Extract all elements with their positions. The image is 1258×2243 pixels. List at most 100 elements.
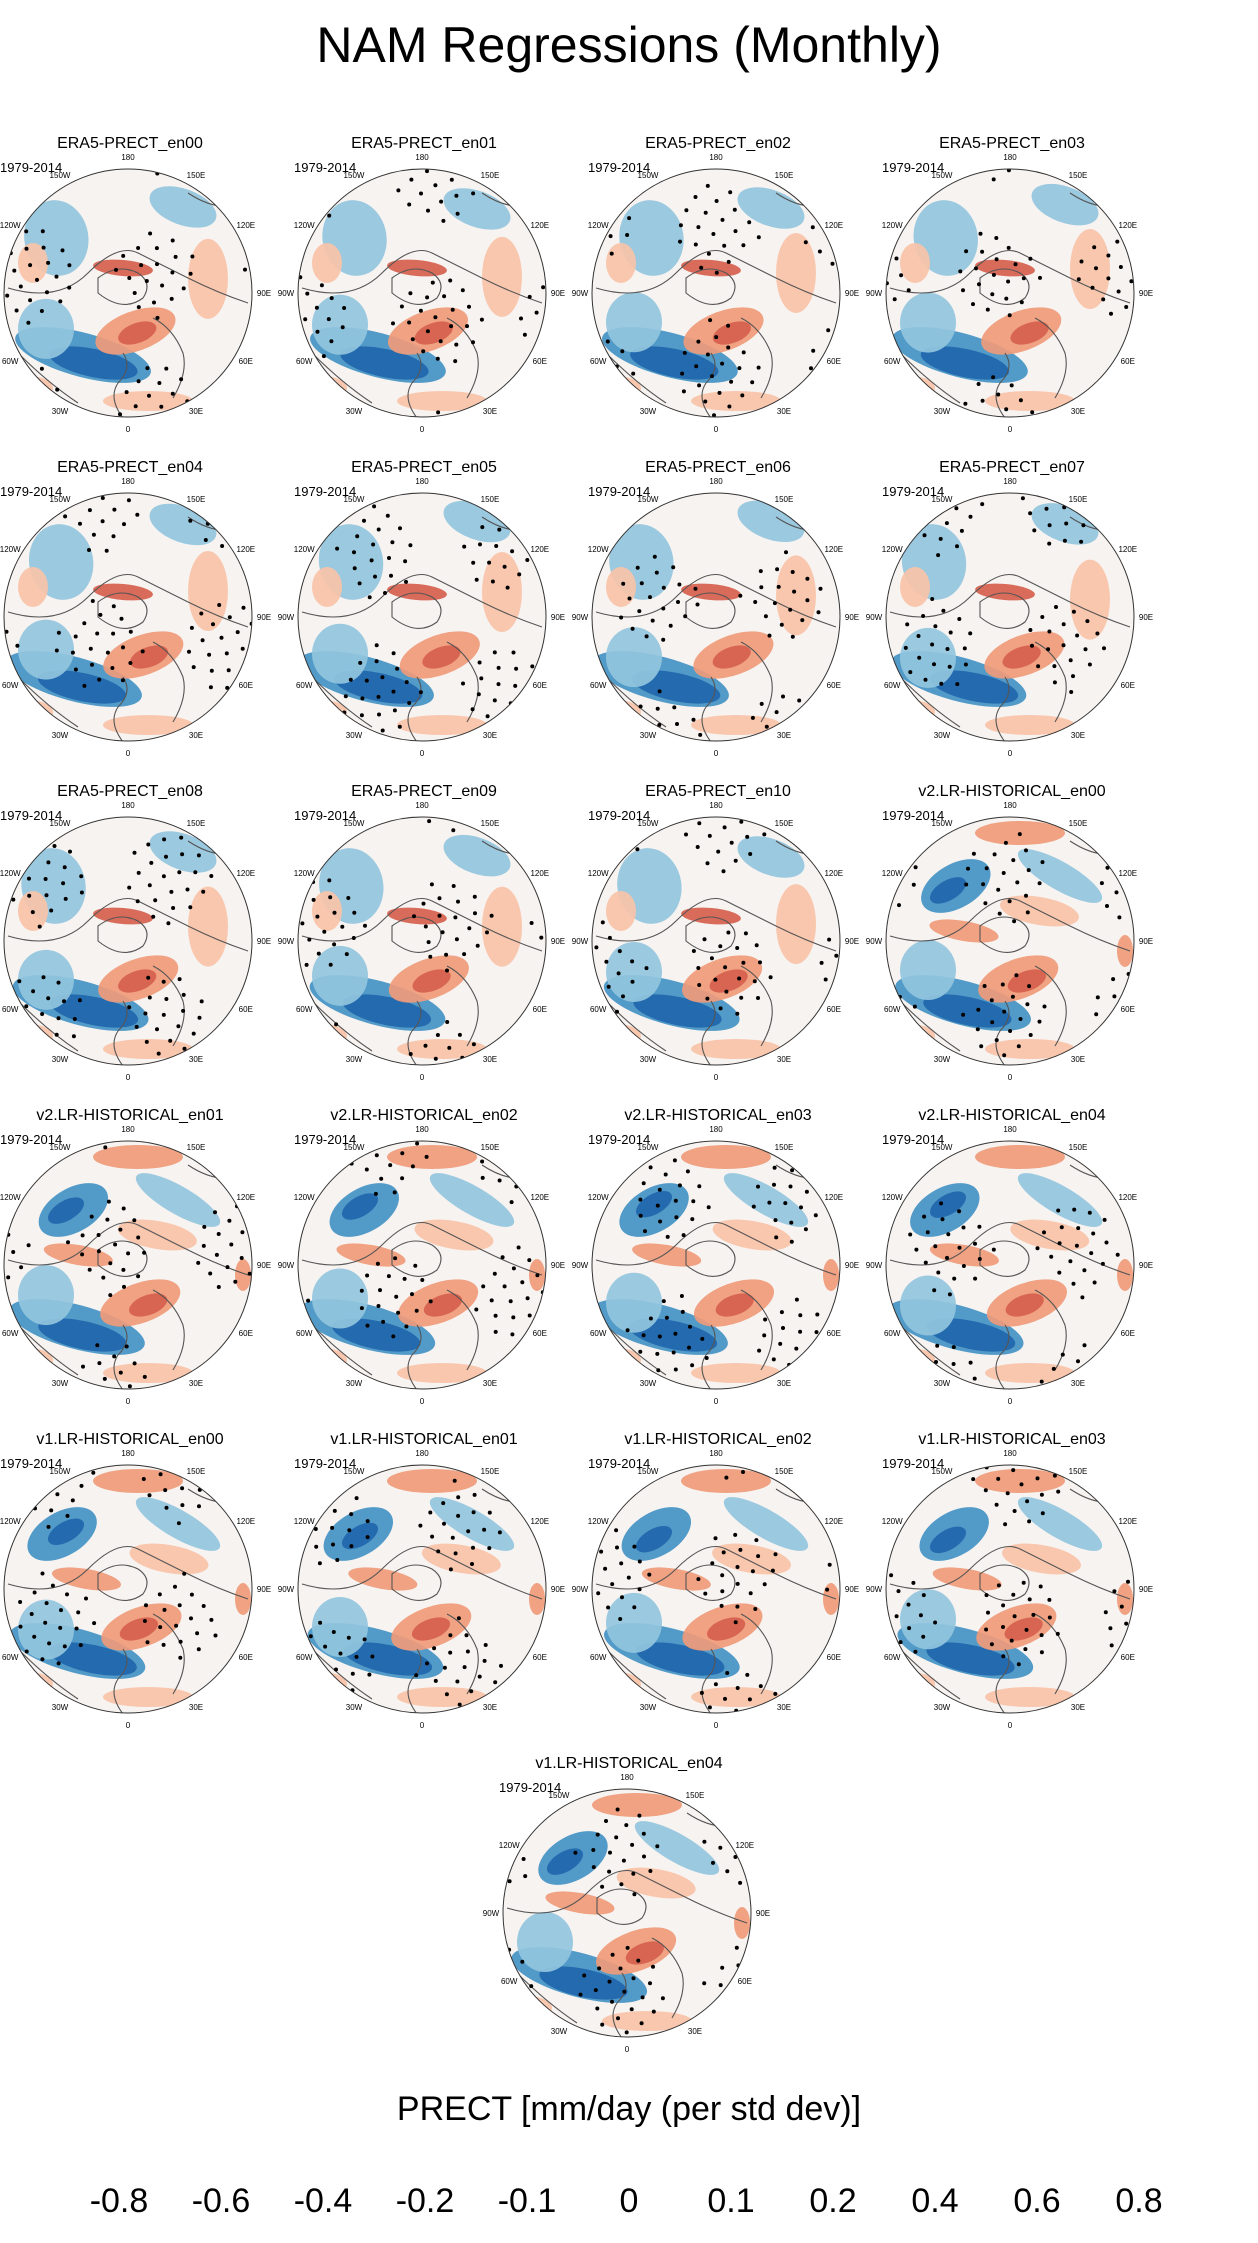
map-field	[298, 169, 546, 417]
map-border	[591, 1140, 841, 1390]
colorbar-title: PRECT [mm/day (per std dev)]	[396, 2090, 862, 2128]
longitude-label: 180	[415, 1125, 429, 1134]
longitude-label: 0	[420, 425, 425, 434]
map-panel: ERA5-PRECT_en01 1979-2014 180 150E 120E 90E 60…	[278, 135, 584, 434]
longitude-label: 30E	[777, 1703, 791, 1712]
longitude-label: 150E	[481, 171, 500, 180]
map-field	[592, 1141, 840, 1389]
stipple-dots	[6, 1145, 252, 1389]
longitude-label: 120W	[882, 221, 903, 230]
panel-title: ERA5-PRECT_en08	[57, 783, 203, 800]
colorbar-tick-label: -0.2	[395, 2182, 455, 2220]
map-border	[297, 816, 547, 1066]
longitude-label: 120E	[530, 1517, 549, 1526]
colorbar-tick-label: -0.1	[497, 2182, 557, 2220]
longitude-label: 120E	[530, 545, 549, 554]
map-panel: ERA5-PRECT_en10 1979-2014 180 150E 120E 90E 60…	[572, 783, 878, 1082]
longitude-label: 0	[126, 1721, 131, 1730]
longitude-label: 30E	[777, 731, 791, 740]
figure-title: NAM Regressions (Monthly)	[316, 17, 942, 73]
longitude-label: 150W	[50, 1143, 71, 1152]
longitude-label: 150E	[481, 819, 500, 828]
longitude-label: 150W	[638, 495, 659, 504]
longitude-label: 180	[415, 1449, 429, 1458]
longitude-label: 90E	[551, 613, 565, 622]
map-field	[592, 493, 840, 741]
longitude-label: 90W	[572, 1261, 589, 1270]
longitude-label: 30W	[346, 1379, 363, 1388]
longitude-label: 0	[126, 749, 131, 758]
panel-title: ERA5-PRECT_en10	[645, 783, 791, 800]
stipple-dots	[5, 171, 247, 417]
longitude-label: 180	[415, 477, 429, 486]
panel-title: v1.LR-HISTORICAL_en04	[535, 1755, 723, 1772]
longitude-label: 90W	[866, 613, 883, 622]
longitude-label: 0	[714, 1721, 719, 1730]
longitude-label: 30W	[640, 1379, 657, 1388]
longitude-label: 0	[126, 1073, 131, 1082]
map-field	[592, 169, 840, 417]
stipple-dots	[594, 819, 839, 1016]
stipple-dots	[4, 496, 252, 690]
longitude-label: 90E	[551, 937, 565, 946]
map-field	[886, 169, 1134, 417]
longitude-label: 150W	[932, 495, 953, 504]
longitude-label: 120W	[882, 1193, 903, 1202]
longitude-label: 120W	[0, 1517, 21, 1526]
longitude-label: 120E	[236, 545, 255, 554]
longitude-label: 150W	[932, 1143, 953, 1152]
panel-title: ERA5-PRECT_en06	[645, 459, 791, 476]
longitude-label: 90W	[278, 937, 295, 946]
longitude-label: 0	[420, 1721, 425, 1730]
longitude-label: 90W	[278, 1585, 295, 1594]
panel-period: 1979-2014	[588, 1456, 651, 1471]
map-border	[3, 816, 253, 1066]
map-border	[591, 1464, 841, 1714]
longitude-label: 0	[1008, 1397, 1013, 1406]
longitude-label: 0	[1008, 1721, 1013, 1730]
longitude-label: 180	[121, 153, 135, 162]
longitude-label: 60E	[1121, 1005, 1135, 1014]
longitude-label: 30E	[483, 1703, 497, 1712]
panel-title: v2.LR-HISTORICAL_en02	[330, 1107, 518, 1124]
stipple-dots	[18, 1470, 218, 1666]
longitude-label: 60E	[533, 1329, 547, 1338]
panel-period: 1979-2014	[882, 1132, 945, 1147]
panel-period: 1979-2014	[0, 1132, 63, 1147]
longitude-label: 90E	[257, 289, 271, 298]
panel-period: 1979-2014	[882, 160, 945, 175]
longitude-label: 0	[420, 1073, 425, 1082]
stipple-dots	[619, 550, 823, 737]
longitude-label: 150E	[481, 495, 500, 504]
longitude-label: 60W	[2, 1005, 19, 1014]
longitude-label: 150W	[638, 819, 659, 828]
panel-period: 1979-2014	[499, 1780, 562, 1795]
panel-period: 1979-2014	[0, 1456, 63, 1471]
longitude-label: 90E	[845, 1261, 859, 1270]
longitude-label: 180	[709, 801, 723, 810]
longitude-label: 150E	[481, 1143, 500, 1152]
longitude-label: 30W	[551, 2027, 568, 2036]
longitude-label: 120E	[824, 1517, 843, 1526]
longitude-label: 30W	[346, 731, 363, 740]
map-border	[3, 168, 253, 418]
longitude-label: 90E	[1139, 1261, 1153, 1270]
map-border	[3, 1464, 253, 1714]
longitude-label: 90W	[0, 1261, 1, 1270]
longitude-label: 30W	[346, 1055, 363, 1064]
polar-map: 180 150E 120E 90E 60E 30E 0 30W 60W 90W 120W 150W	[0, 1125, 271, 1406]
longitude-label: 60E	[533, 1653, 547, 1662]
panel-title: ERA5-PRECT_en01	[351, 135, 497, 152]
panel-period: 1979-2014	[294, 808, 357, 823]
longitude-label: 150W	[549, 1791, 570, 1800]
longitude-label: 30E	[1071, 407, 1085, 416]
map-panel: ERA5-PRECT_en09 1979-2014 180 150E 120E 90E 60…	[278, 783, 584, 1082]
longitude-label: 60E	[1121, 1329, 1135, 1338]
longitude-label: 120W	[588, 545, 609, 554]
longitude-label: 120W	[882, 869, 903, 878]
colorbar-tick-label: 0.4	[911, 2182, 959, 2220]
longitude-label: 150E	[187, 171, 206, 180]
longitude-label: 60W	[884, 681, 901, 690]
longitude-label: 90E	[845, 613, 859, 622]
longitude-label: 150E	[187, 1467, 206, 1476]
